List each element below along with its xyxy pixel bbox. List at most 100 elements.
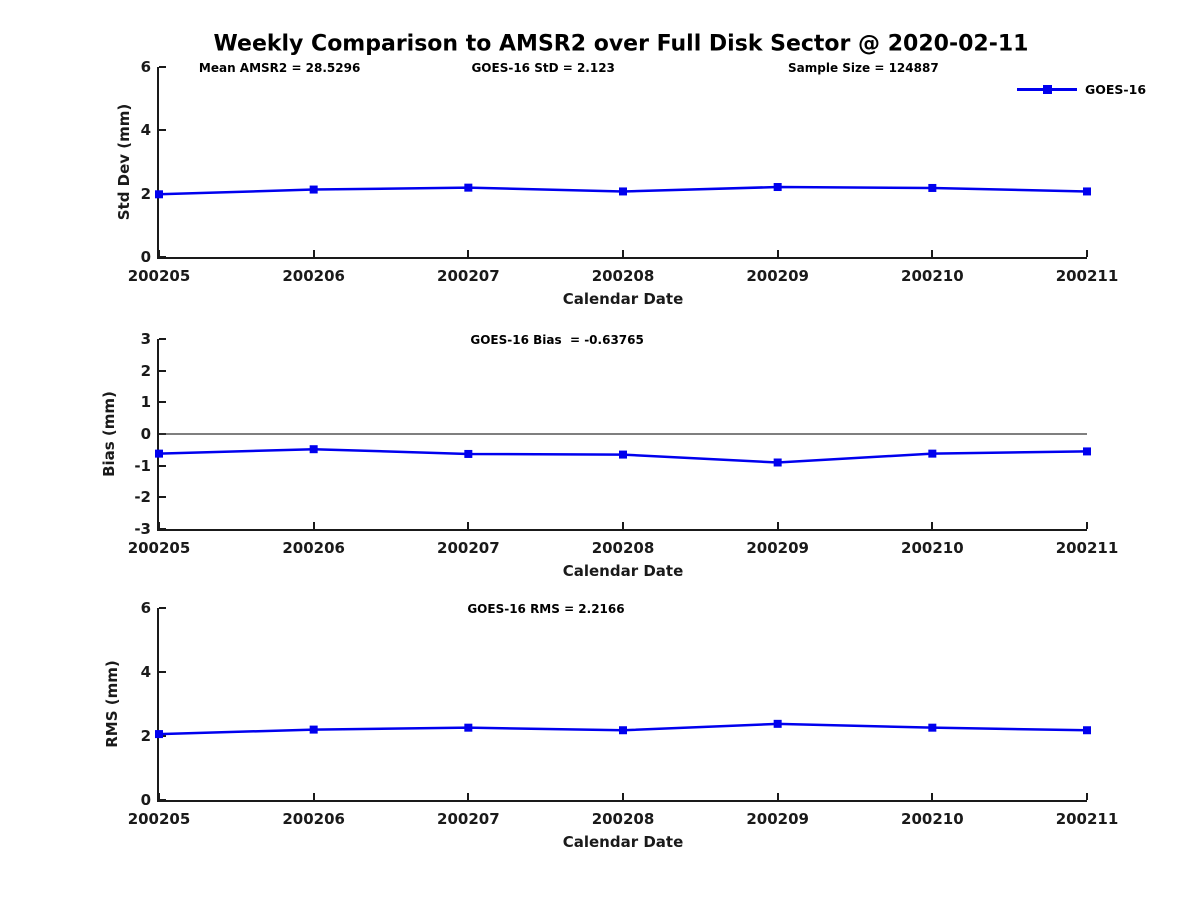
x-tick-mark [622,522,624,529]
data-point-marker [773,458,782,467]
x-tick-mark [622,250,624,257]
legend-label: GOES-16 [1085,82,1147,97]
x-tick-mark [931,250,934,257]
y-tick-mark [159,528,166,530]
legend: GOES-16 [1017,82,1146,97]
y-tick-label: 1 [140,393,151,412]
x-axis-label: Calendar Date [562,290,684,308]
data-point-marker [309,445,318,454]
y-tick-mark [159,369,166,372]
x-tick-label: 200205 [127,267,191,285]
x-tick-mark [312,793,315,800]
x-tick-mark [776,522,779,529]
x-tick-label: 200211 [1055,810,1119,828]
x-tick-label: 200205 [127,539,191,557]
x-tick-mark [1086,522,1088,529]
y-tick-label: 4 [140,663,151,681]
data-point-marker [773,183,782,192]
x-tick-mark [1086,250,1088,257]
x-tick-mark [776,793,779,800]
figure-title: Weekly Comparison to AMSR2 over Full Dis… [213,31,1029,57]
x-tick-label: 200211 [1055,267,1119,285]
y-tick-label: 0 [140,248,151,266]
x-tick-mark [931,522,934,529]
x-tick-label: 200209 [746,810,809,828]
data-point-marker [1083,726,1091,735]
y-axis-label: Bias (mm) [100,391,118,477]
y-tick-label: 2 [140,184,151,203]
data-point-marker [773,719,782,728]
stat-annotation: Mean AMSR2 = 28.5296 [198,61,361,75]
stat-annotation: GOES-16 Bias = -0.63765 [470,333,644,347]
x-tick-label: 200210 [901,810,964,828]
x-tick-label: 200211 [1055,539,1119,557]
plot-area: 0 2 4 6 200205 200206 200207 200208 200209 200210… [128,58,1146,308]
x-axis-label: Calendar Date [562,833,684,851]
data-point-marker [1083,447,1091,456]
y-tick-label: 6 [140,58,151,76]
y-tick-label: -3 [134,520,151,538]
data-point-marker [1083,187,1091,196]
data-point-marker [464,183,473,192]
data-point-marker [309,725,318,734]
x-tick-mark [158,793,160,800]
y-tick-label: -2 [134,488,151,507]
x-tick-label: 200208 [591,539,655,557]
y-tick-mark [159,464,166,467]
y-tick-mark [159,129,166,132]
y-tick-label: 6 [140,599,151,617]
x-tick-label: 200209 [746,267,809,285]
y-tick-mark [159,496,166,499]
x-tick-mark [776,250,779,257]
stat-annotation: Sample Size = 124887 [788,61,939,75]
x-tick-label: 200206 [282,810,345,828]
plot-canvas [155,433,1091,467]
x-tick-mark [312,522,315,529]
x-tick-label: 200208 [591,267,655,285]
x-tick-mark [158,250,160,257]
plot-canvas [155,719,1091,739]
x-tick-label: 200205 [127,810,191,828]
plot-area: -3 -2 -1 0 1 2 3 200205 200206 200207 200208 200209… [128,330,1119,580]
x-axis-label: Calendar Date [562,562,684,580]
plot-area: 0 2 4 6 200205 200206 200207 200208 200209 200210… [128,599,1119,851]
y-tick-label: 2 [140,361,151,380]
data-point-marker [155,449,163,458]
legend-square-marker-icon [1043,85,1052,94]
legend-line-sample [1017,85,1077,94]
y-tick-mark [159,401,166,404]
x-tick-mark [931,793,934,800]
y-tick-label: 2 [140,727,151,745]
data-point-marker [928,183,937,192]
x-tick-mark [1086,793,1088,800]
x-tick-label: 200206 [282,539,345,557]
x-tick-label: 200207 [437,539,500,557]
data-point-marker [464,449,473,458]
y-tick-mark [159,338,166,340]
x-tick-mark [158,522,160,529]
x-tick-label: 200209 [746,539,809,557]
y-tick-mark [159,607,166,609]
x-tick-label: 200210 [901,539,964,557]
x-tick-label: 200207 [437,810,500,828]
data-point-marker [619,450,627,459]
data-point-marker [309,185,318,194]
y-tick-mark [159,799,166,801]
data-point-marker [619,187,627,196]
plot-canvas [155,183,1091,199]
y-tick-label: 0 [140,791,151,809]
data-point-marker [619,726,627,735]
data-point-marker [928,449,937,458]
data-point-marker [155,190,163,199]
y-tick-label: -1 [134,456,151,475]
x-tick-mark [312,250,315,257]
stat-annotation: GOES-16 RMS = 2.2166 [467,602,625,616]
x-tick-mark [467,793,470,800]
x-tick-mark [467,522,470,529]
y-tick-label: 0 [140,425,151,443]
x-tick-mark [622,793,624,800]
x-tick-mark [467,250,470,257]
x-tick-label: 200207 [437,267,500,285]
y-axis-label: RMS (mm) [103,660,121,748]
